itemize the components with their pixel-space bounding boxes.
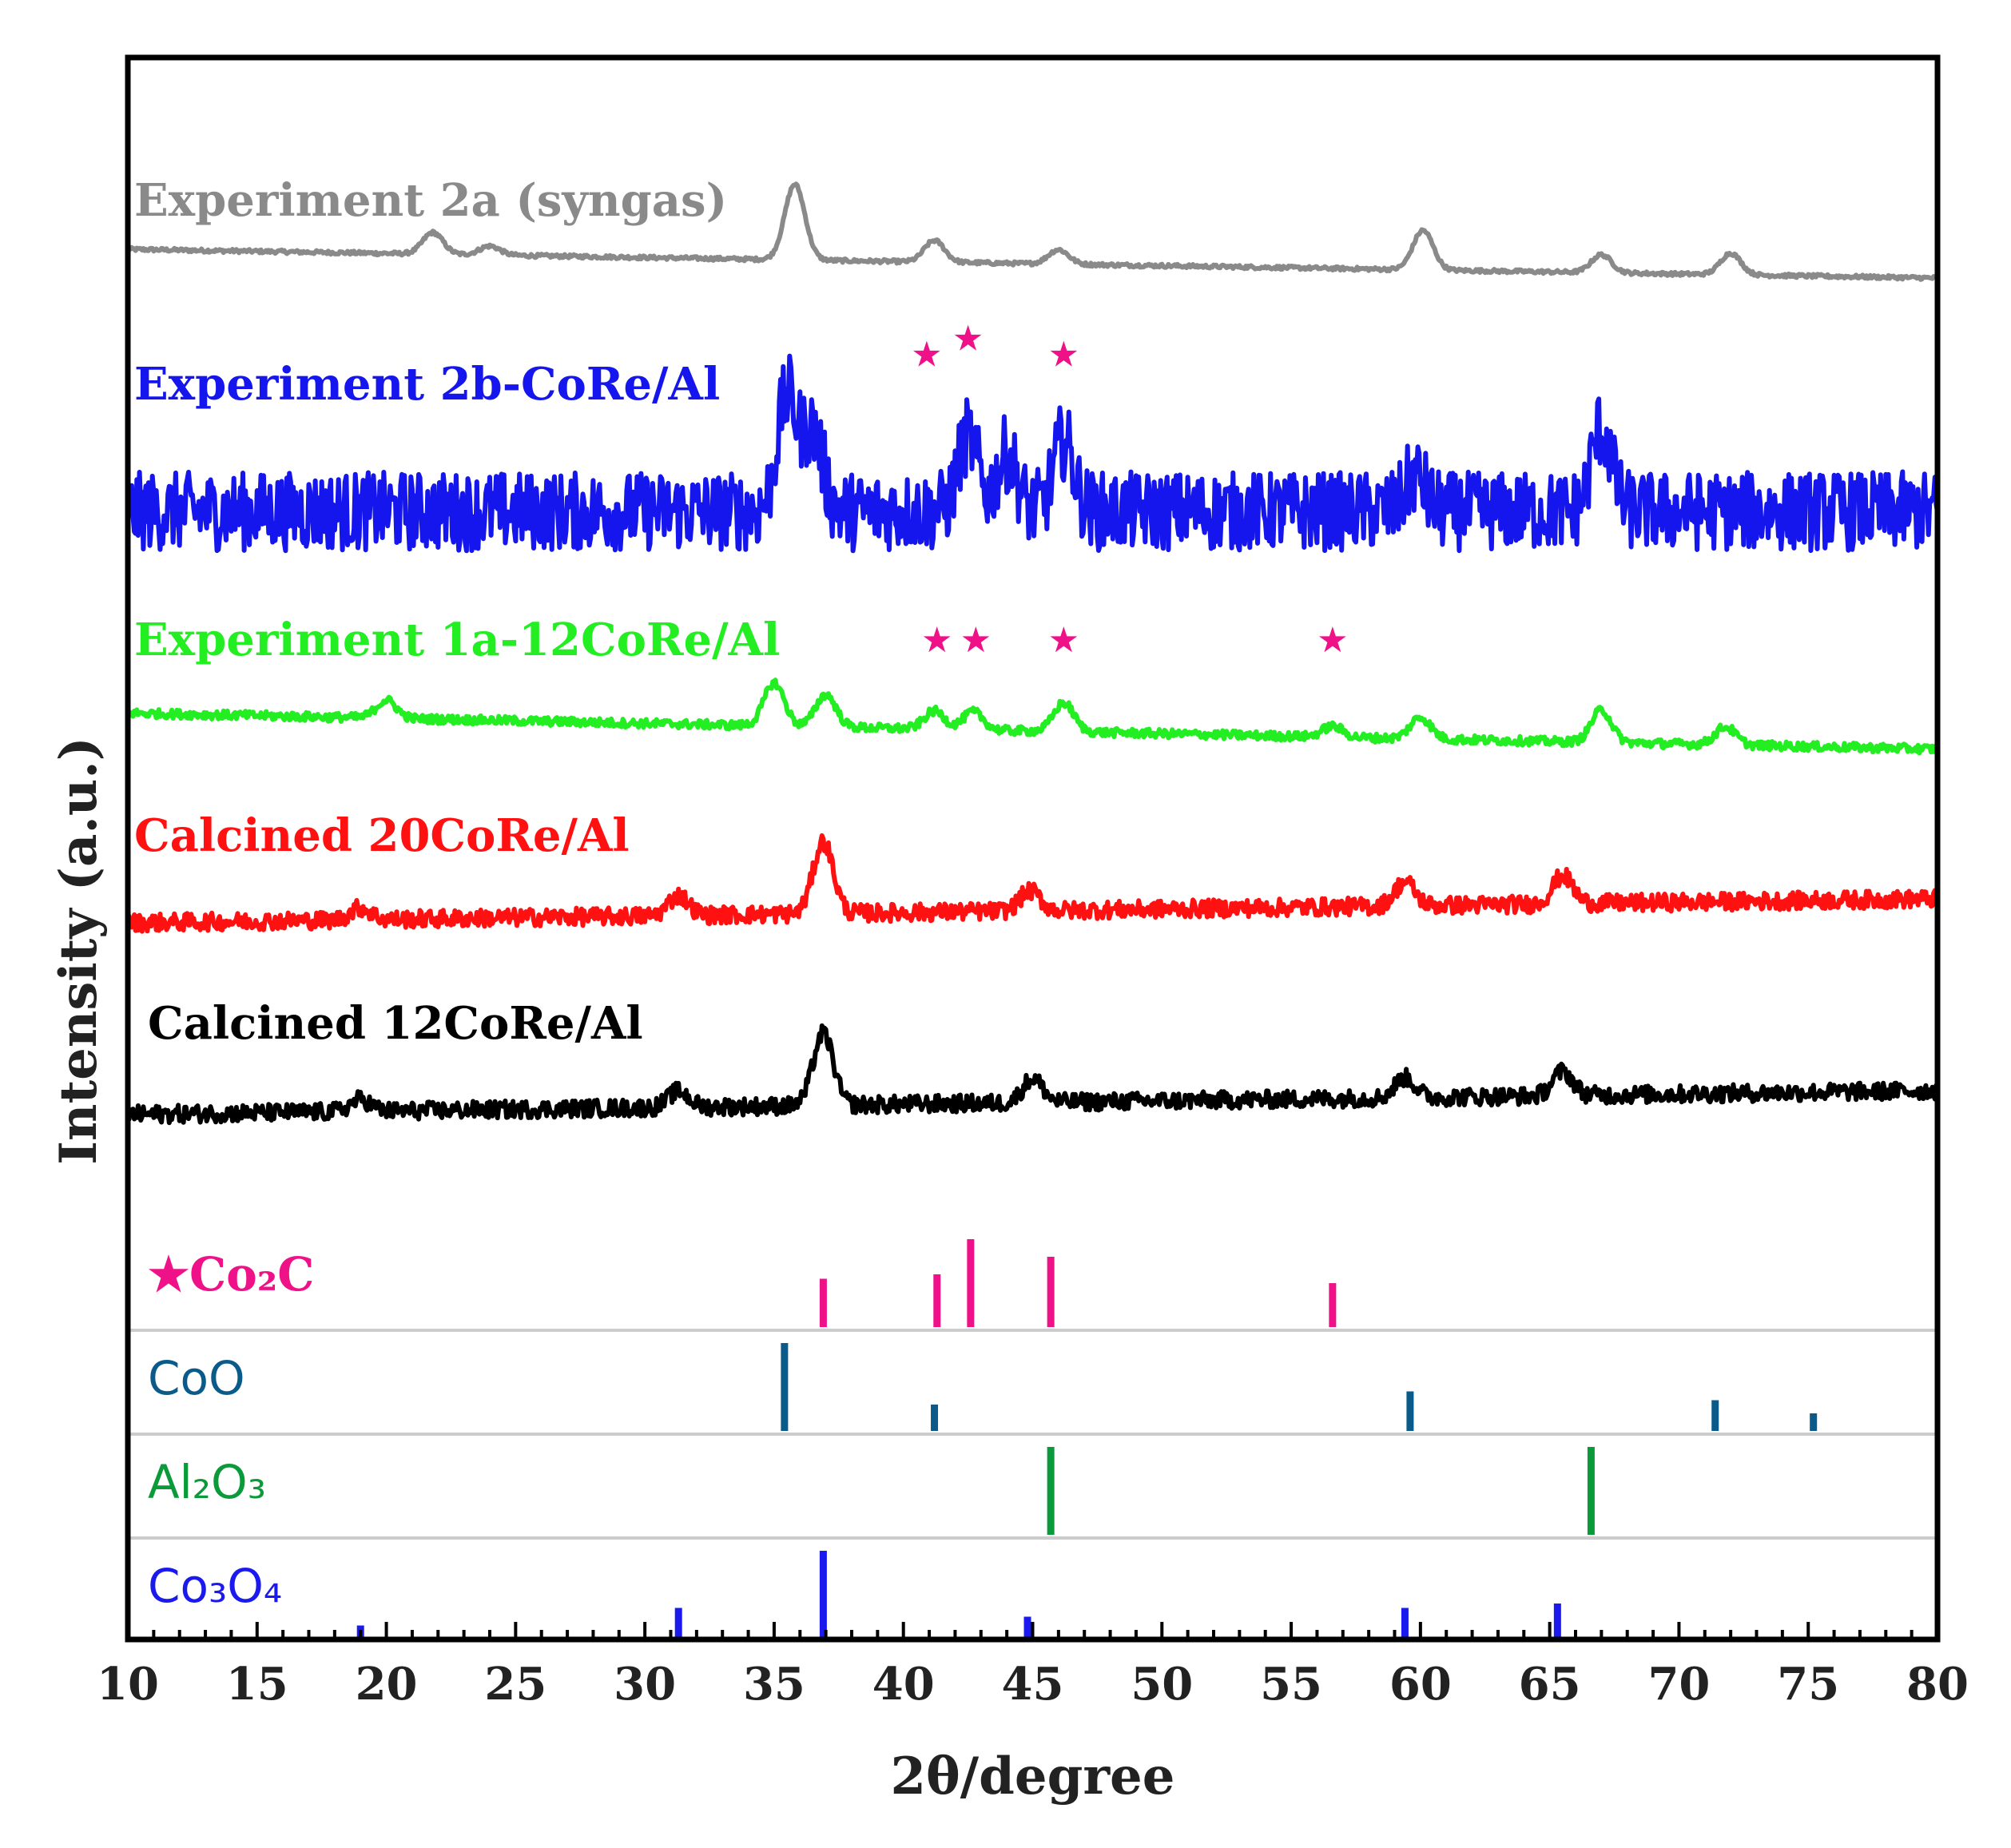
x-axis-ticks: 10 15 20 25 30 35 40 45 50 55 60 65 70 75 80 [97, 1622, 1969, 1711]
x-tick-label: 45 [1002, 1658, 1064, 1711]
reference-label-al-o: Al₂O₃ [148, 1455, 266, 1509]
trace-labels: Experiment 2a (syngas) Experiment 2b-CoRe… [134, 174, 1349, 1613]
trace-experiment-1a-12core-al [126, 678, 1940, 756]
co2c-star-marker: ★ [1048, 620, 1079, 661]
x-tick-label: 50 [1131, 1658, 1193, 1711]
x-tick-label: 70 [1647, 1658, 1710, 1711]
reference-label-co-c: ★Co₂C [148, 1247, 314, 1302]
y-axis-label: Intensity (a.u.) [49, 737, 109, 1165]
trace-label-experiment-2b-core-al: Experiment 2b-CoRe/Al [134, 358, 720, 411]
x-tick-label: 35 [743, 1658, 805, 1711]
co2c-star-marker: ★ [1317, 620, 1348, 661]
reference-label-co-o: Co₃O₄ [148, 1559, 282, 1613]
x-tick-label: 75 [1777, 1658, 1839, 1711]
trace-label-calcined-12core-al: Calcined 12CoRe/Al [148, 997, 643, 1050]
reference-panels [128, 1329, 1937, 1540]
x-tick-label: 25 [484, 1658, 546, 1711]
trace-experiment-2b-core-al [125, 353, 1940, 554]
x-tick-label: 80 [1906, 1658, 1969, 1711]
x-tick-label: 55 [1260, 1658, 1322, 1711]
x-tick-label: 15 [226, 1658, 288, 1711]
reference-stick-lines [356, 1239, 1818, 1639]
x-axis-label: 2θ/degree [891, 1747, 1175, 1806]
co2c-star-marker: ★ [921, 620, 952, 661]
trace-label-calcined-20core-al: Calcined 20CoRe/Al [134, 809, 630, 862]
x-tick-label: 10 [97, 1658, 159, 1711]
x-tick-label: 30 [614, 1658, 676, 1711]
co2c-star-marker: ★ [960, 620, 992, 661]
x-tick-label: 60 [1389, 1658, 1452, 1711]
co2c-star-marker: ★ [911, 335, 942, 376]
trace-calcined-20core-al [125, 833, 1940, 934]
x-tick-label: 20 [356, 1658, 418, 1711]
trace-experiment-2a-syngas [125, 181, 1939, 282]
pattern-traces [125, 181, 1940, 1126]
trace-label-experiment-1a-12core-al: Experiment 1a-12CoRe/Al [134, 614, 780, 666]
co2c-star-marker: ★ [952, 319, 984, 360]
trace-calcined-12core-al [125, 1023, 1940, 1126]
co2c-star-marker: ★ [1048, 335, 1079, 376]
x-tick-label: 65 [1519, 1658, 1581, 1711]
reference-label-coo: CoO [148, 1351, 245, 1405]
trace-label-experiment-2a-syngas: Experiment 2a (syngas) [134, 174, 727, 227]
x-tick-label: 40 [872, 1658, 935, 1711]
